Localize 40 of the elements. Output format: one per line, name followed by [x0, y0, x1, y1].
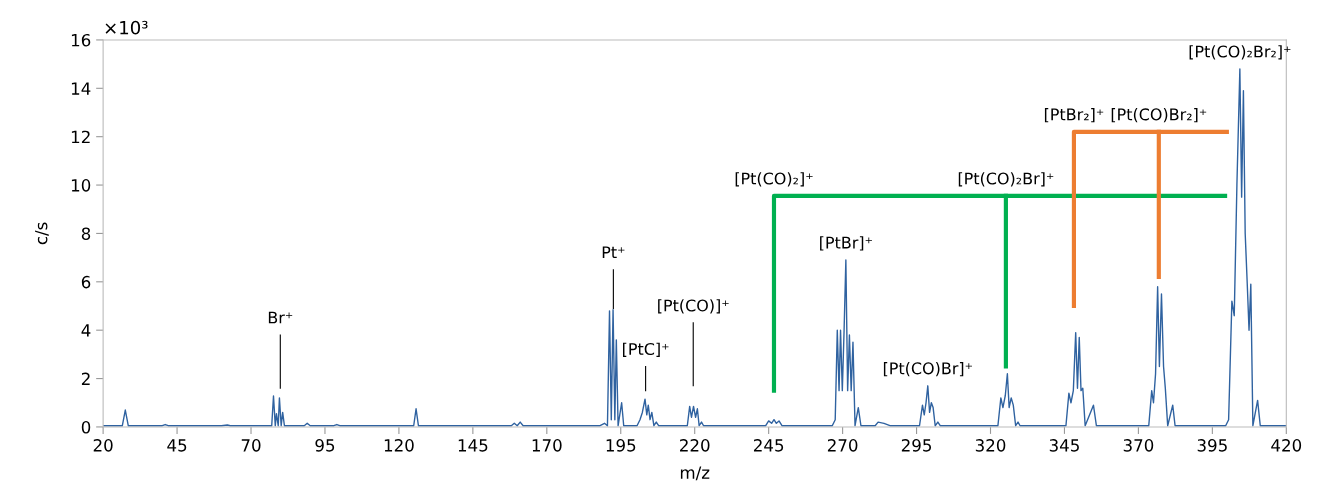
x-tick-label: 345 [1049, 439, 1079, 452]
annotation: [Pt(CO)₂]⁺ [735, 172, 813, 187]
x-tick-label: 220 [680, 439, 710, 452]
x-tick-label: 120 [384, 439, 414, 452]
y-tick-label: 6 [81, 275, 91, 289]
y-tick-label: 0 [81, 420, 91, 434]
annotation: Br⁺ [268, 311, 293, 324]
x-tick-label: 420 [1271, 439, 1302, 452]
x-tick-label: 320 [975, 439, 1006, 452]
x-tick-label: 70 [241, 439, 261, 452]
y-tick-label: 8 [81, 227, 91, 240]
annotation: Pt⁺ [602, 246, 625, 259]
x-tick-label: 45 [167, 439, 187, 452]
x-tick-label: 270 [827, 439, 858, 452]
y-tick-label: 10 [71, 179, 91, 192]
annotation: [Pt(CO)Br₂]⁺ [1111, 108, 1207, 123]
y-tick-label: 2 [81, 372, 90, 385]
y-tick-label: 4 [81, 324, 91, 337]
annotation: [Pt(CO)₂Br]⁺ [958, 172, 1054, 187]
x-tick-label: 395 [1197, 439, 1227, 452]
x-tick-label: 145 [458, 439, 488, 452]
x-tick-label: 245 [753, 439, 784, 452]
y-axis-title: c/s [35, 222, 49, 245]
annotation: [PtC]⁺ [623, 342, 669, 357]
x-axis-title: m/z [680, 466, 710, 481]
annotation: [PtBr₂]⁺ [1044, 108, 1104, 123]
x-tick-label: 195 [606, 439, 636, 452]
y-tick-label: 12 [71, 130, 90, 144]
y-tick-label: 14 [71, 82, 91, 95]
annotation: [Pt(CO)Br]⁺ [883, 362, 972, 377]
y-tick-label: 16 [71, 33, 91, 47]
x-tick-label: 95 [315, 439, 335, 452]
annotation: [Pt(CO)₂Br₂]⁺ [1189, 45, 1291, 60]
x-tick-label: 370 [1123, 439, 1154, 452]
annotation: [PtBr]⁺ [820, 236, 872, 251]
x-tick-label: 20 [93, 439, 113, 452]
annotation: [Pt(CO)]⁺ [658, 299, 729, 314]
x-tick-label: 170 [532, 439, 562, 452]
x-tick-label: 295 [901, 439, 932, 452]
text: ×10³ [105, 20, 148, 35]
